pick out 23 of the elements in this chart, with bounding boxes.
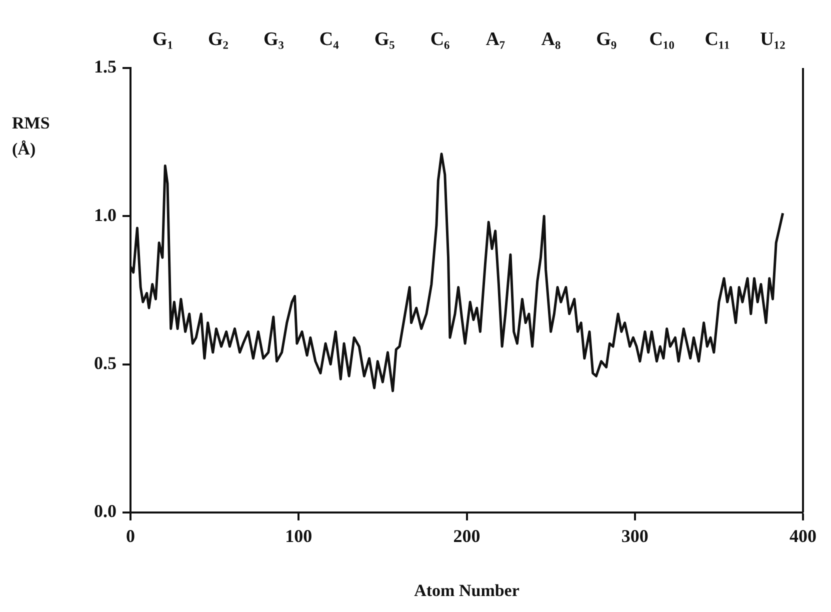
y-tick-label: 1.0 bbox=[94, 204, 116, 225]
y-axis-title: RMS (Å) bbox=[12, 113, 50, 158]
y-tick-label: 0.5 bbox=[94, 352, 116, 373]
text: G₉ bbox=[596, 28, 617, 50]
x-axis-title: Atom Number bbox=[414, 580, 520, 600]
text: C₁₀ bbox=[649, 28, 675, 50]
text: C₆ bbox=[430, 28, 450, 50]
x-tick-label: 300 bbox=[621, 526, 648, 546]
y-tick-label: 1.5 bbox=[94, 56, 116, 77]
text: G₃ bbox=[263, 28, 284, 50]
y-tick-label: 0.0 bbox=[94, 501, 116, 522]
text: G₁ bbox=[152, 28, 174, 50]
x-tick-label: 100 bbox=[285, 526, 312, 546]
text: A₈ bbox=[541, 28, 561, 50]
text: A₇ bbox=[486, 28, 506, 50]
text: U₁₂ bbox=[760, 28, 786, 50]
x-tick-label: 400 bbox=[790, 526, 816, 546]
text: C₁₁ bbox=[704, 28, 730, 50]
text: G₅ bbox=[374, 28, 396, 50]
x-tick-label: 0 bbox=[126, 526, 135, 546]
x-tick-label: 200 bbox=[453, 526, 480, 546]
text: C₄ bbox=[319, 28, 340, 50]
text: G₂ bbox=[208, 28, 229, 50]
